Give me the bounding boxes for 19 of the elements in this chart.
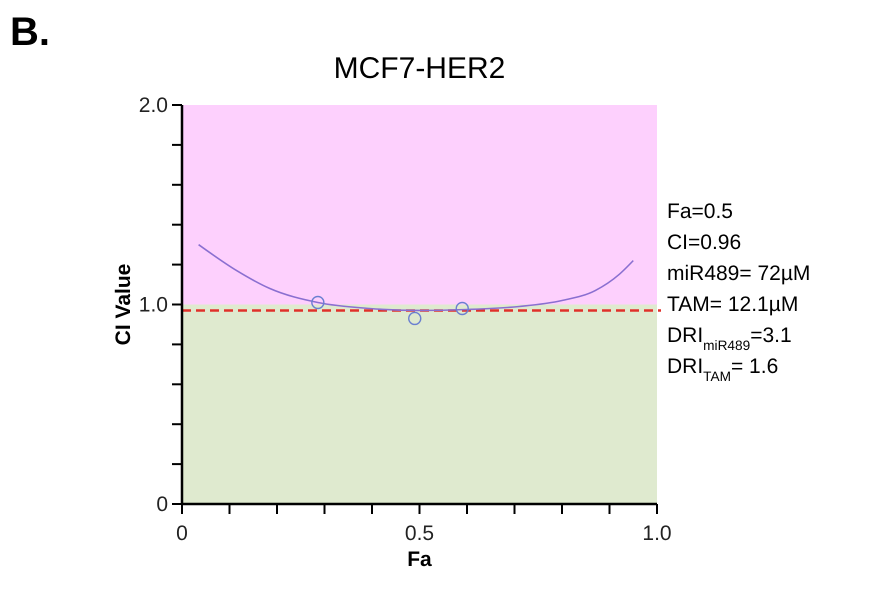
text: TAM= 12.1µM <box>667 293 798 316</box>
x-tick-label: 0.5 <box>404 522 434 545</box>
y-axis-title: CI Value <box>112 264 135 346</box>
text: miR489= 72µM <box>667 262 810 285</box>
text: DRI$_{miR489}$=3.1 <box>667 324 792 352</box>
chart-title: MCF7-HER2 <box>334 52 506 85</box>
point <box>408 312 422 326</box>
x-axis-title: Fa <box>407 548 432 571</box>
x-tick-label: 1.0 <box>642 522 672 545</box>
point <box>311 296 325 310</box>
text: B. <box>10 10 50 54</box>
y-tick-label: 1.0 <box>138 294 168 316</box>
x-tick-label: 0 <box>176 522 188 545</box>
y-tick-label: 0 <box>156 493 168 516</box>
text: Fa=0.5 <box>667 200 733 223</box>
y-tick-label: 2.0 <box>138 94 168 117</box>
text: DRI$_{TAM}$= 1.6 <box>667 355 778 384</box>
text: CI=0.96 <box>667 231 742 254</box>
point <box>456 302 469 316</box>
